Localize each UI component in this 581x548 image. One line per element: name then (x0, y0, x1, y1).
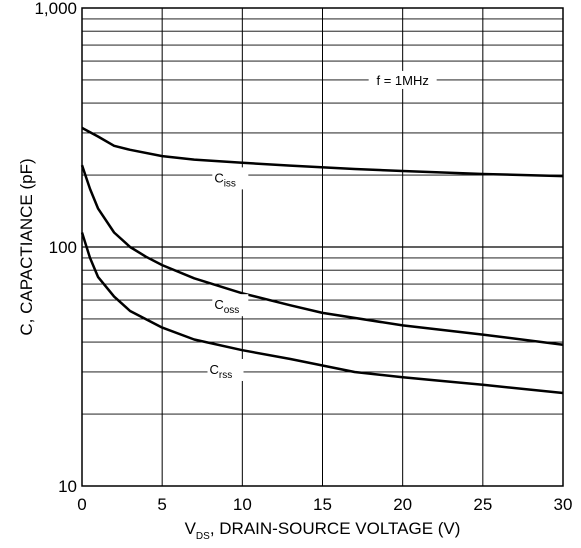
series-label-ciss: Ciss (214, 170, 236, 189)
y-tick-label: 1,000 (34, 0, 77, 18)
x-tick-label: 5 (157, 495, 166, 514)
series-line-coss (80, 164, 564, 346)
series-label-crss: Crss (210, 362, 233, 381)
annotation: f = 1MHz (368, 70, 437, 89)
x-tick-label: 0 (77, 495, 86, 514)
series-label-coss: Coss (214, 297, 239, 316)
x-tick-label: 10 (233, 495, 252, 514)
y-axis-title: C, CAPACTIANCE (pF) (17, 158, 36, 335)
frequency-annotation: f = 1MHz (376, 73, 428, 88)
y-tick-label: 10 (58, 477, 77, 496)
series-labels: Ciss Coss Crss (207, 167, 249, 381)
series-line-crss (80, 232, 564, 395)
x-tick-label: 30 (554, 495, 573, 514)
x-tick-label: 15 (313, 495, 332, 514)
x-tick-labels: 0 5 10 15 20 25 30 (77, 495, 572, 514)
y-tick-label: 100 (49, 238, 77, 257)
x-tick-label: 20 (393, 495, 412, 514)
grid (81, 8, 564, 486)
series-line-ciss (81, 126, 564, 178)
plot-frame (81, 7, 564, 487)
series-layer (80, 126, 564, 395)
x-tick-label: 25 (473, 495, 492, 514)
x-axis-title: VDS, DRAIN-SOURCE VOLTAGE (V) (185, 519, 461, 542)
y-tick-labels: 10 100 1,000 (34, 0, 77, 496)
